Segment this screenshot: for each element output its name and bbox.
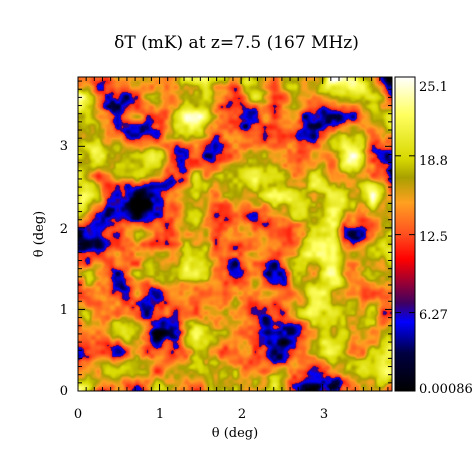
x-tick-label-0: 0 — [74, 407, 82, 422]
x-axis-label: θ (deg) — [212, 426, 258, 441]
y-tick-labels: 0 1 2 3 — [60, 139, 68, 399]
colorbar — [394, 76, 416, 392]
x-tick-label-2: 2 — [238, 407, 246, 422]
y-tick-label-2: 2 — [60, 222, 68, 237]
colorbar-label-3: 12.5 — [419, 230, 448, 245]
colorbar-label-max: 25.1 — [419, 80, 448, 95]
heatmap-image — [78, 77, 392, 391]
colorbar-label-2: 18.8 — [419, 154, 448, 169]
x-tick-label-1: 1 — [156, 407, 164, 422]
colorbar-label-min: 0.00086 — [419, 382, 473, 397]
plot-frame — [77, 76, 393, 392]
y-tick-label-3: 3 — [60, 139, 68, 154]
y-tick-label-1: 1 — [60, 303, 68, 318]
chart-title: δT (mK) at z=7.5 (167 MHz) — [114, 33, 359, 53]
y-tick-label-0: 0 — [60, 384, 68, 399]
colorbar-label-4: 6.27 — [419, 308, 448, 323]
x-tick-label-3: 3 — [320, 407, 328, 422]
axis-ticks — [77, 77, 392, 392]
colorbar-ticks — [395, 76, 415, 392]
x-tick-labels: 0 1 2 3 — [74, 407, 328, 422]
colorbar-labels: 25.1 18.8 12.5 6.27 0.00086 — [419, 80, 473, 397]
y-axis-label: θ (deg) — [32, 211, 47, 257]
